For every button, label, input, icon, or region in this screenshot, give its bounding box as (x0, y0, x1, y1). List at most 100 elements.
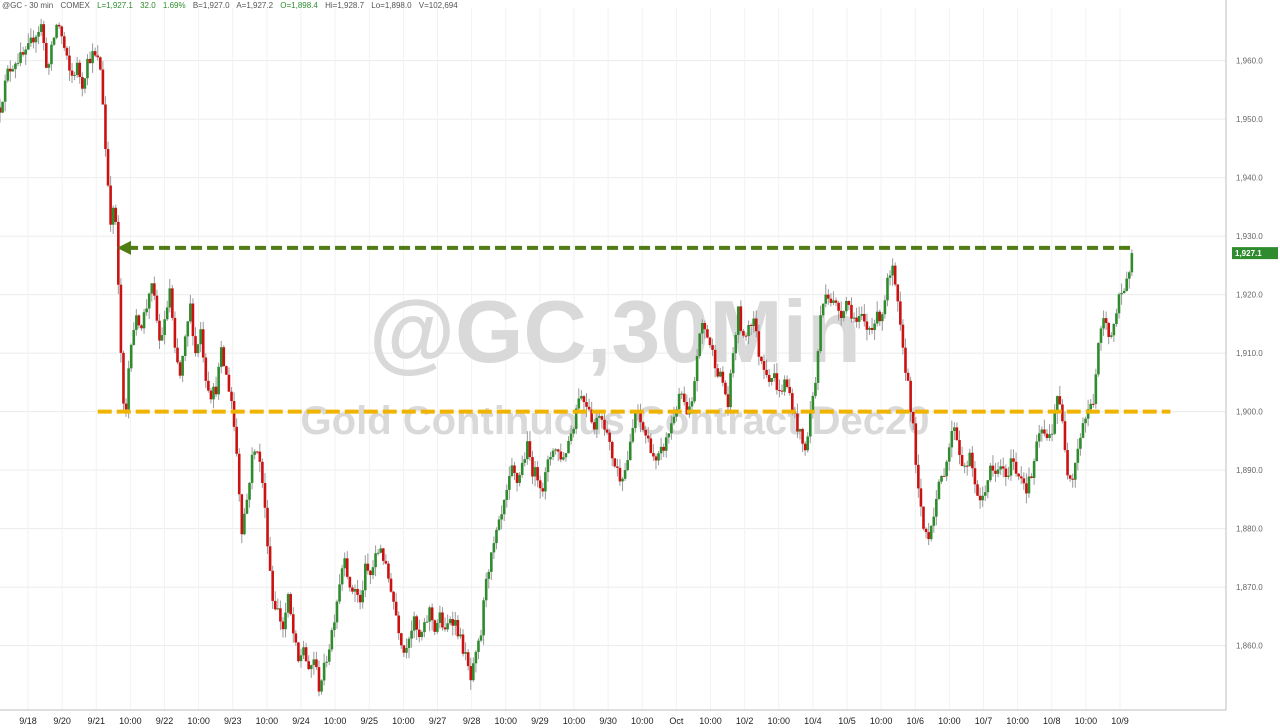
x-tick-label: 10:00 (563, 716, 586, 726)
candle-body-down (803, 443, 807, 451)
candle-body-down (122, 352, 125, 404)
candle-body-up (935, 498, 938, 517)
candle-body-up (6, 68, 10, 81)
candle-body-up (1073, 462, 1077, 480)
candle-body-up (729, 373, 732, 408)
candle-body-down (834, 300, 838, 303)
candle-body-up (196, 344, 200, 354)
candle-body-down (140, 325, 143, 329)
candle-body-down (1091, 403, 1095, 405)
candle-body-down (158, 320, 161, 341)
candle-body-down (266, 507, 269, 547)
candle-body-up (412, 616, 416, 631)
candle-body-up (484, 578, 488, 601)
candle-body-down (827, 294, 830, 299)
candle-body-down (88, 58, 92, 64)
candle-body-up (127, 368, 130, 410)
candle-body-down (765, 369, 768, 375)
quote-change-pct: 1.69% (162, 1, 186, 10)
candle-body-up (276, 608, 280, 610)
candle-body-down (173, 317, 177, 348)
candle-body-up (549, 457, 552, 460)
x-tick-label: 9/23 (224, 716, 242, 726)
candle-body-down (924, 528, 928, 533)
candle-body-down (850, 304, 853, 319)
candle-body-up (1109, 335, 1113, 337)
candle-body-up (680, 393, 683, 395)
candle-body-up (1037, 433, 1041, 442)
candle-body-down (96, 55, 100, 58)
candle-body-up (816, 351, 820, 383)
candle-body-down (1014, 461, 1018, 474)
candle-body-down (227, 374, 231, 392)
candle-body-down (399, 633, 403, 646)
candle-body-down (70, 70, 74, 76)
candle-body-down (582, 396, 586, 403)
x-tick-label: 9/29 (531, 716, 549, 726)
candle-body-down (369, 570, 372, 576)
candle-body-up (361, 590, 365, 603)
candle-body-down (389, 578, 393, 592)
candle-body-down (0, 107, 2, 113)
x-tick-label: 9/28 (463, 716, 481, 726)
candle-body-up (459, 634, 462, 637)
candle-body-up (598, 416, 601, 418)
candle-body-up (420, 632, 424, 638)
candle-body-up (989, 465, 992, 481)
candle-body-up (693, 381, 696, 402)
quote-last: L=1,927.1 (97, 1, 133, 10)
candle-body-down (1068, 475, 1072, 479)
candle-body-down (456, 619, 460, 637)
candle-body-down (958, 440, 961, 456)
candle-body-up (546, 459, 550, 473)
candle-body-down (106, 149, 110, 186)
candle-body-down (1058, 396, 1062, 405)
candle-body-up (886, 277, 889, 301)
candle-body-down (513, 465, 516, 474)
candle-body-up (376, 552, 380, 554)
candle-body-up (999, 466, 1002, 470)
candle-body-down (739, 306, 743, 331)
x-tick-label: 10/7 (975, 716, 993, 726)
candle-body-up (492, 543, 496, 553)
candle-body-up (335, 601, 339, 623)
y-tick-label: 1,860.0 (1236, 642, 1263, 651)
candle-body-down (443, 627, 447, 630)
candle-body-down (433, 620, 437, 632)
candle-body-down (273, 600, 277, 610)
candle-body-down (904, 347, 907, 373)
candle-body-down (780, 390, 784, 392)
candle-body-up (1027, 476, 1031, 494)
candle-body-up (111, 207, 115, 225)
candle-body-down (837, 302, 840, 311)
candle-body-down (207, 380, 210, 391)
candle-body-down (32, 37, 35, 43)
candle-body-down (605, 429, 609, 433)
candle-body-down (559, 451, 563, 460)
candle-body-down (57, 24, 61, 27)
candle-body-up (286, 594, 290, 613)
candle-body-up (731, 353, 735, 374)
candle-body-up (438, 612, 442, 623)
candle-body-up (374, 553, 377, 568)
candle-body-up (621, 478, 624, 482)
candle-body-up (405, 647, 408, 653)
candle-body-down (955, 427, 959, 441)
candle-body-down (441, 612, 444, 628)
candle-body-down (1063, 421, 1067, 451)
candle-body-down (240, 494, 244, 535)
candle-body-down (119, 284, 123, 353)
x-tick-label: 10:00 (324, 716, 347, 726)
candle-body-up (868, 327, 871, 330)
candle-body-down (402, 645, 406, 653)
candle-body-up (142, 312, 146, 329)
candle-body-up (518, 474, 521, 483)
candle-body-down (652, 453, 655, 457)
candle-body-up (809, 410, 812, 437)
candle-body-down (230, 391, 233, 402)
candle-body-down (289, 594, 292, 615)
candle-body-up (325, 661, 328, 663)
candle-body-up (73, 74, 76, 76)
candle-body-down (194, 336, 197, 354)
candle-body-up (24, 49, 28, 55)
